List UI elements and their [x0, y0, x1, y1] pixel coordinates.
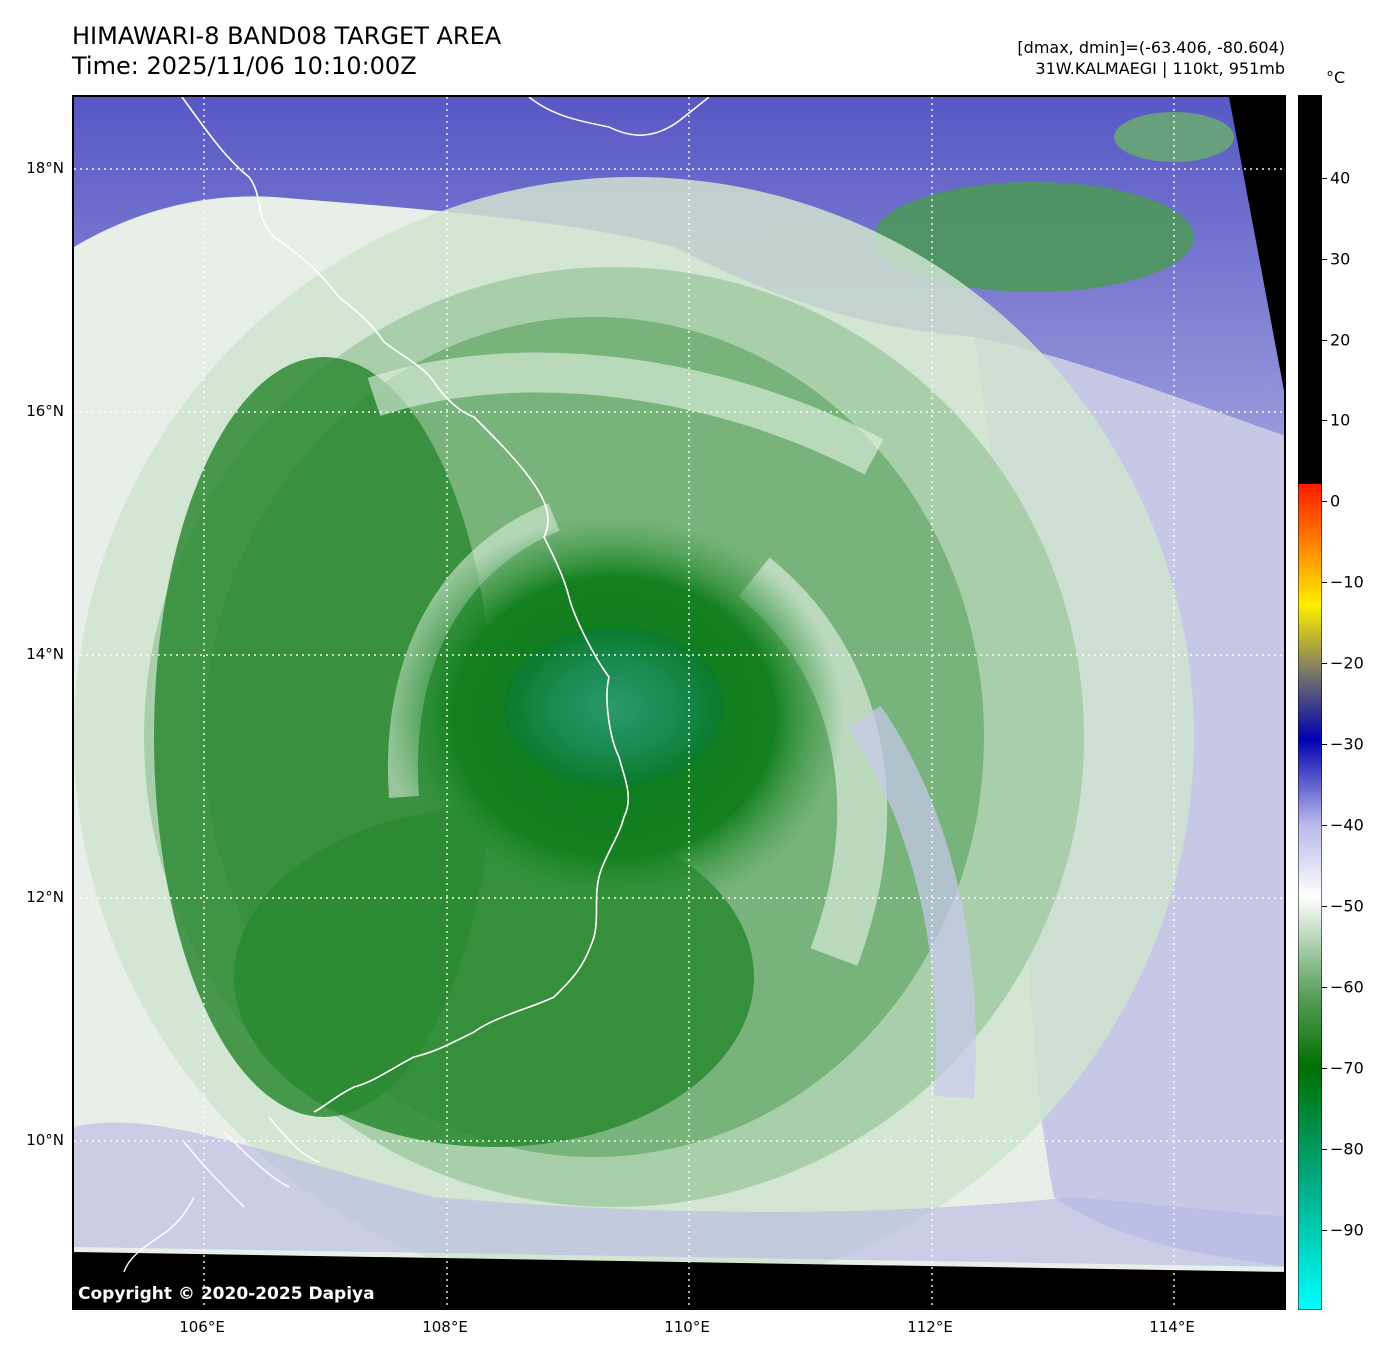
colorbar-tick-minus70: −70 [1330, 1058, 1364, 1078]
copyright-notice: Copyright © 2020-2025 Dapiya [78, 1284, 375, 1304]
lat-label-16n: 16°N [26, 402, 64, 420]
dmax-dmin-readout: [dmax, dmin]=(-63.406, -80.604) [1017, 38, 1285, 57]
colorbar-tick-20: 20 [1330, 330, 1351, 350]
colorbar-tick-minus80: −80 [1330, 1139, 1364, 1159]
lon-label-106e: 106°E [179, 1318, 225, 1336]
colorbar-unit: °C [1326, 68, 1346, 87]
colorbar-tick-minus60: −60 [1330, 977, 1364, 997]
colorbar-tick-minus50: −50 [1330, 896, 1364, 916]
colorbar [1298, 95, 1322, 1310]
lat-label-14n: 14°N [26, 645, 64, 663]
satellite-imagery [74, 97, 1284, 1308]
lon-label-108e: 108°E [422, 1318, 468, 1336]
lon-label-110e: 110°E [664, 1318, 710, 1336]
colorbar-tick-minus10: −10 [1330, 572, 1364, 592]
colorbar-tick-40: 40 [1330, 168, 1351, 188]
coast-top [528, 97, 710, 136]
colorbar-tick-10: 10 [1330, 410, 1351, 430]
lat-label-18n: 18°N [26, 159, 64, 177]
colorbar-tick-0: 0 [1330, 491, 1341, 511]
graticule [74, 97, 1284, 1308]
coast-southwest [123, 1196, 195, 1273]
storm-info: 31W.KALMAEGI | 110kt, 951mb [1035, 59, 1285, 78]
delta-coastline [183, 1116, 320, 1208]
colorbar-tick-minus20: −20 [1330, 653, 1364, 673]
colorbar-tick-minus30: −30 [1330, 734, 1364, 754]
chart-title: HIMAWARI-8 BAND08 TARGET AREA [72, 22, 502, 50]
colorbar-tick-30: 30 [1330, 249, 1351, 269]
colorbar-tick-minus90: −90 [1330, 1220, 1364, 1240]
colorbar-tick-minus40: −40 [1330, 815, 1364, 835]
lon-label-112e: 112°E [907, 1318, 953, 1336]
satellite-map [72, 95, 1286, 1310]
lat-label-12n: 12°N [26, 888, 64, 906]
timestamp: Time: 2025/11/06 10:10:00Z [72, 52, 417, 80]
coastline [181, 97, 630, 1113]
lon-label-114e: 114°E [1149, 1318, 1195, 1336]
lat-label-10n: 10°N [26, 1131, 64, 1149]
